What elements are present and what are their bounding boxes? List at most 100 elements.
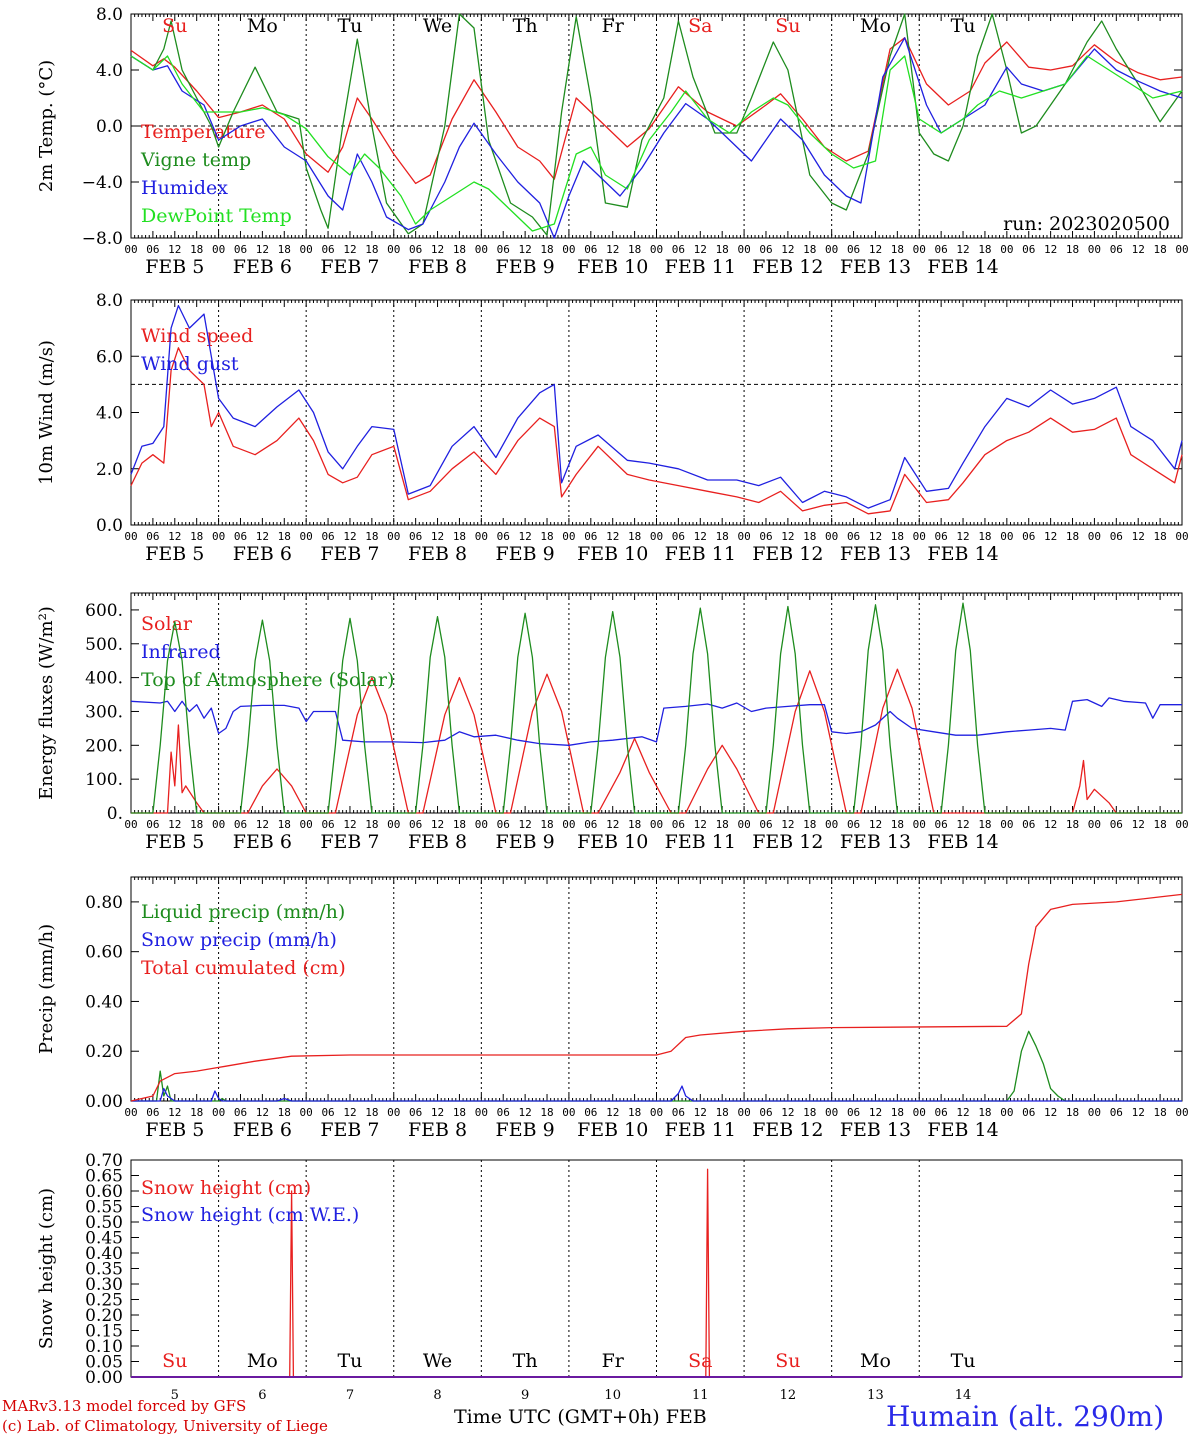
hour-tick-label: 00	[387, 1106, 400, 1119]
y-tick-label: 300.	[85, 702, 123, 722]
hour-tick-label: 18	[978, 1106, 991, 1119]
date-label: FEB 9	[496, 543, 555, 565]
hour-tick-label: 18	[716, 530, 729, 543]
date-label: FEB 12	[752, 543, 823, 565]
hour-tick-label: 06	[1110, 243, 1123, 256]
day-number-label: 13	[867, 1388, 884, 1403]
hour-tick-label: 18	[540, 243, 553, 256]
hour-tick-label: 12	[431, 818, 444, 831]
hour-tick-label: 06	[584, 1106, 597, 1119]
date-label: FEB 11	[665, 256, 736, 278]
hour-tick-label: 06	[497, 243, 510, 256]
hour-tick-label: 12	[694, 530, 707, 543]
date-label: FEB 9	[496, 1119, 555, 1141]
hour-tick-label: 00	[212, 1106, 225, 1119]
y-tick-label: 0.40	[85, 992, 123, 1012]
series-line-liquid-precip-mm-h-	[131, 1030, 1182, 1102]
day-name: Su	[162, 15, 187, 37]
hour-tick-label: 18	[978, 818, 991, 831]
y-tick-label: 0.00	[85, 1092, 123, 1112]
day-name: We	[423, 1350, 452, 1372]
hour-tick-label: 12	[431, 530, 444, 543]
hour-tick-label: 12	[519, 530, 532, 543]
hour-tick-label: 00	[475, 818, 488, 831]
date-label: FEB 13	[840, 1119, 911, 1141]
hour-tick-label: 18	[716, 818, 729, 831]
date-label: FEB 11	[665, 543, 736, 565]
hour-tick-label: 12	[1044, 530, 1057, 543]
y-axis-label: 10m Wind (m/s)	[36, 340, 57, 485]
day-name: Fr	[602, 15, 625, 37]
hour-tick-label: 00	[650, 243, 663, 256]
hour-tick-label: 00	[475, 530, 488, 543]
day-name: We	[423, 15, 452, 37]
hour-tick-label: 12	[869, 818, 882, 831]
hour-tick-label: 00	[737, 1106, 750, 1119]
hour-tick-label: 18	[803, 818, 816, 831]
hour-tick-label: 00	[913, 243, 926, 256]
day-number-label: 12	[780, 1388, 797, 1403]
hour-tick-label: 06	[497, 530, 510, 543]
hour-tick-label: 12	[343, 530, 356, 543]
y-tick-label: 200.	[85, 736, 123, 756]
hour-tick-label: 12	[431, 1106, 444, 1119]
hour-tick-label: 06	[1110, 530, 1123, 543]
hour-tick-label: 00	[124, 1106, 137, 1119]
y-axis-label: Snow height (cm)	[36, 1188, 57, 1349]
series-line-total-cumulated-cm-	[130, 893, 1183, 1102]
hour-tick-label: 06	[759, 1106, 772, 1119]
day-number-label: 8	[433, 1388, 441, 1403]
hour-tick-label: 06	[1110, 818, 1123, 831]
hour-tick-label: 18	[628, 818, 641, 831]
time-axis-label: Time UTC (GMT+0h) FEB	[454, 1406, 707, 1428]
hour-tick-label: 18	[190, 818, 203, 831]
date-label: FEB 8	[408, 1119, 467, 1141]
day-name: Tu	[951, 15, 976, 37]
date-label: FEB 11	[665, 1119, 736, 1141]
hour-tick-label: 06	[146, 530, 159, 543]
hour-tick-label: 00	[1175, 530, 1188, 543]
hour-tick-label: 12	[343, 243, 356, 256]
hour-tick-label: 00	[1088, 243, 1101, 256]
hour-tick-label: 00	[124, 818, 137, 831]
hour-tick-label: 00	[825, 243, 838, 256]
hour-tick-label: 18	[978, 530, 991, 543]
site-name: Humain (alt. 290m)	[886, 1400, 1165, 1433]
hour-tick-label: 18	[278, 1106, 291, 1119]
hour-tick-label: 06	[672, 530, 685, 543]
legend-entry: Wind gust	[141, 353, 239, 375]
y-tick-label: 4.0	[96, 404, 123, 424]
y-tick-label: 0.60	[85, 943, 123, 963]
hour-tick-label: 12	[869, 243, 882, 256]
hour-tick-label: 12	[869, 1106, 882, 1119]
hour-tick-label: 00	[212, 530, 225, 543]
y-tick-label: 100.	[85, 770, 123, 790]
date-label: FEB 7	[320, 1119, 379, 1141]
hour-tick-label: 06	[409, 818, 422, 831]
hour-tick-label: 00	[300, 818, 313, 831]
date-label: FEB 13	[840, 831, 911, 853]
day-number-label: 9	[521, 1388, 529, 1403]
hour-tick-label: 18	[190, 1106, 203, 1119]
date-label: FEB 12	[752, 256, 823, 278]
day-number-label: 7	[346, 1388, 354, 1403]
hour-tick-label: 18	[365, 818, 378, 831]
date-label: FEB 13	[840, 256, 911, 278]
date-label: FEB 10	[577, 256, 648, 278]
y-tick-label: 8.0	[96, 5, 123, 25]
hour-tick-label: 12	[1044, 818, 1057, 831]
hour-tick-label: 12	[694, 1106, 707, 1119]
series-line-wind-gust	[130, 304, 1183, 509]
y-tick-label: 0.20	[85, 1042, 123, 1062]
day-name: Tu	[951, 1350, 976, 1372]
hour-tick-label: 06	[321, 818, 334, 831]
y-axis-label: Precip (mm/h)	[36, 924, 57, 1054]
hour-tick-label: 12	[168, 1106, 181, 1119]
hour-tick-label: 18	[540, 818, 553, 831]
hour-tick-label: 06	[672, 818, 685, 831]
hour-tick-label: 12	[694, 818, 707, 831]
y-tick-label: 0.0	[96, 117, 123, 137]
hour-tick-label: 12	[956, 818, 969, 831]
hour-tick-label: 06	[409, 243, 422, 256]
